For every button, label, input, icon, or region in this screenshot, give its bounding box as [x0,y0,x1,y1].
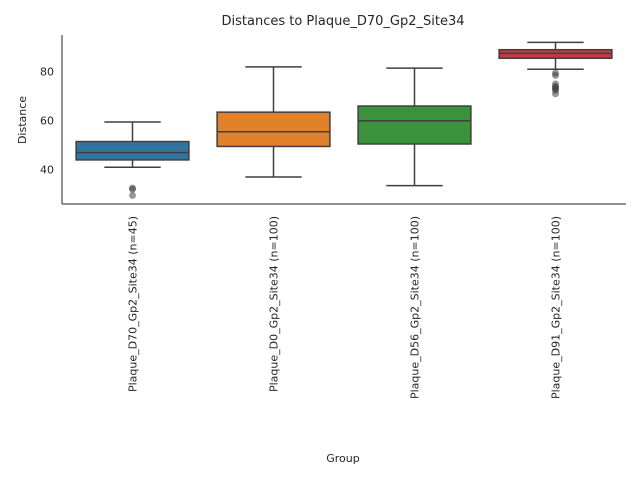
outlier-point [552,71,559,79]
y-tick-label: 40 [40,164,54,177]
outlier-point [129,185,136,193]
y-axis-label: Distance [16,96,29,144]
x-axis-label: Group [326,452,360,465]
y-tick-label: 80 [40,66,54,79]
x-tick-label: Plaque_D91_Gp2_Site34 (n=100) [550,216,563,399]
x-tick-label: Plaque_D56_Gp2_Site34 (n=100) [409,216,422,399]
outlier-point [552,90,559,98]
x-tick-label: Plaque_D0_Gp2_Site34 (n=100) [268,216,281,392]
y-tick-label: 60 [40,115,54,128]
box [75,140,190,161]
outlier-point [129,191,136,199]
chart-title: Distances to Plaque_D70_Gp2_Site34 [222,14,465,29]
x-tick-label: Plaque_D70_Gp2_Site34 (n=45) [127,216,140,392]
box [216,111,331,148]
box [357,105,472,145]
